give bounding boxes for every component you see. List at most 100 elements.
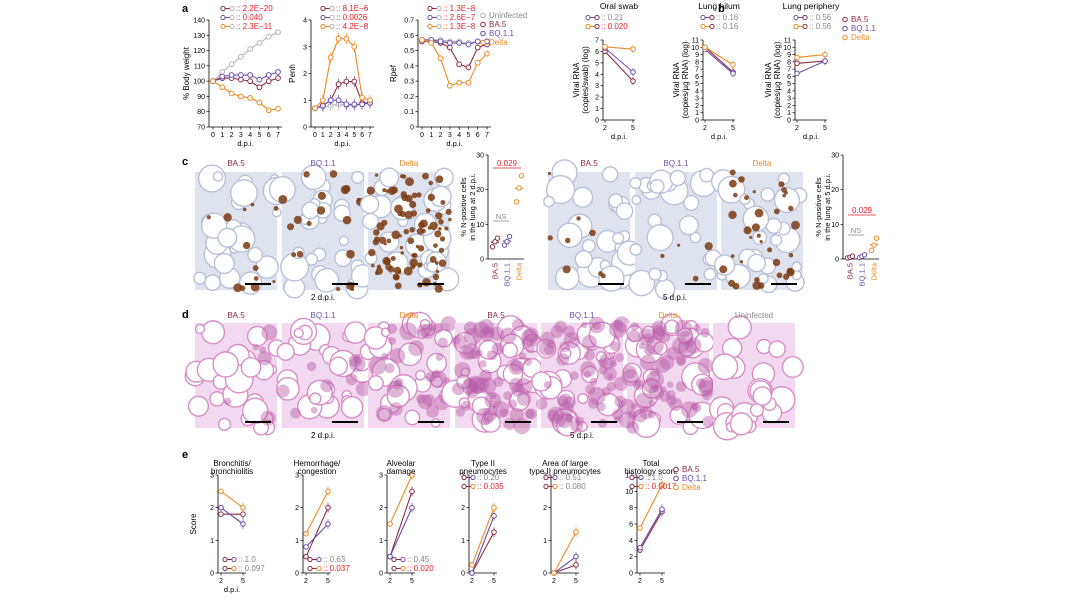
data-point [630,46,636,52]
cellular-infiltrate [420,324,436,339]
cellular-infiltrate [375,405,393,422]
ns-label: NS [851,226,861,235]
cellular-infiltrate [518,352,527,361]
data-point [730,70,736,77]
cellular-infiltrate [540,331,555,346]
legend-marker [427,23,433,30]
x-tick-label: 5 [823,125,827,132]
stain-spot [565,237,571,244]
image-label: BA.5 [227,159,245,168]
stain-spot [576,216,581,221]
y-tick-label: 10 [476,222,484,229]
data-point [428,40,435,46]
cellular-infiltrate [503,391,513,401]
legend-marker [400,556,406,563]
data-point [630,78,636,84]
data-point [794,54,800,61]
alveolus [781,355,804,379]
y-tick-label: 1 [379,538,383,545]
stain-spot [738,176,745,183]
cellular-infiltrate [432,323,444,334]
stain-spot [448,217,452,222]
cellular-infiltrate [672,337,689,355]
cellular-infiltrate [565,413,573,422]
data-point [256,84,263,91]
alveolus [430,375,444,388]
data-point [573,562,579,568]
cellular-infiltrate [474,377,490,393]
y-tick-label: 140 [193,18,205,25]
cellular-infiltrate [345,373,358,386]
cellular-infiltrate [544,344,555,355]
alveolus [416,329,427,340]
ns-label: NS [496,212,506,221]
alveolus [612,232,625,245]
legend-delta: Delta [851,33,870,42]
cellular-infiltrate [550,412,566,428]
y-tick-label: 7 [787,67,791,74]
cellular-infiltrate [628,410,637,419]
cellular-infiltrate [538,339,556,357]
y-tick-label: 0 [543,571,547,578]
stain-spot [346,281,355,290]
cellular-infiltrate [652,324,666,338]
cellular-infiltrate [507,399,518,409]
alveolus [478,339,499,360]
alveolus [747,253,766,273]
x-tick-label: 0 [211,132,215,139]
alveolus [596,392,620,417]
stain-spot [390,255,396,262]
stain-spot [445,208,452,215]
cellular-infiltrate [675,354,687,366]
p-value: :: 0.63 [323,555,346,564]
cellular-infiltrate [508,377,524,393]
alveolus [456,374,471,389]
cellular-infiltrate [575,416,585,426]
ihc-image-2dpi [360,167,460,293]
cellular-infiltrate [479,369,493,383]
x-tick-label: 7 [276,132,280,139]
p-value: :: 0.56 [809,13,832,22]
y-tick-label: 10 [691,45,699,52]
data-point [491,513,497,519]
stain-spot [773,208,780,215]
cellular-infiltrate [659,390,671,402]
cellular-infiltrate [666,346,680,360]
data-point [861,252,868,258]
cellular-infiltrate [587,386,606,405]
data-point [312,105,318,112]
data-point [218,488,224,495]
alveolus [508,390,530,412]
cellular-infiltrate [580,321,588,329]
stain-spot [287,223,295,231]
y-tick-label: 0 [303,125,307,132]
cellular-infiltrate [612,409,623,420]
legend-marker [436,14,442,21]
stain-spot [754,208,764,218]
x-tick-label: 5 [492,578,496,585]
cellular-infiltrate [547,340,556,349]
alveolus [629,176,642,190]
x-axis-label: d.p.i. [711,132,727,141]
cellular-infiltrate [526,408,538,420]
legend-bq: BQ.1.1 [489,29,514,38]
alveolus [641,378,662,399]
stain-spot [206,215,211,220]
series-line-Delta [604,46,634,50]
legend-marker-ba5 [673,466,679,473]
data-point [868,247,875,254]
stain-spot [422,172,429,180]
y-tick-label: 2 [461,505,465,512]
x-tick-label: 1 [429,132,433,139]
stain-spot [296,250,304,258]
cellular-infiltrate [599,352,616,370]
stain-spot [660,253,665,259]
y-tick-label: 9 [787,52,791,59]
alveolus [577,393,589,405]
alveolus [328,356,349,376]
cellular-infiltrate [645,336,664,355]
cellular-infiltrate [638,328,656,346]
y-tick-label: 110 [194,63,205,70]
stain-spot [435,175,444,184]
image-label: Delta [659,311,678,320]
